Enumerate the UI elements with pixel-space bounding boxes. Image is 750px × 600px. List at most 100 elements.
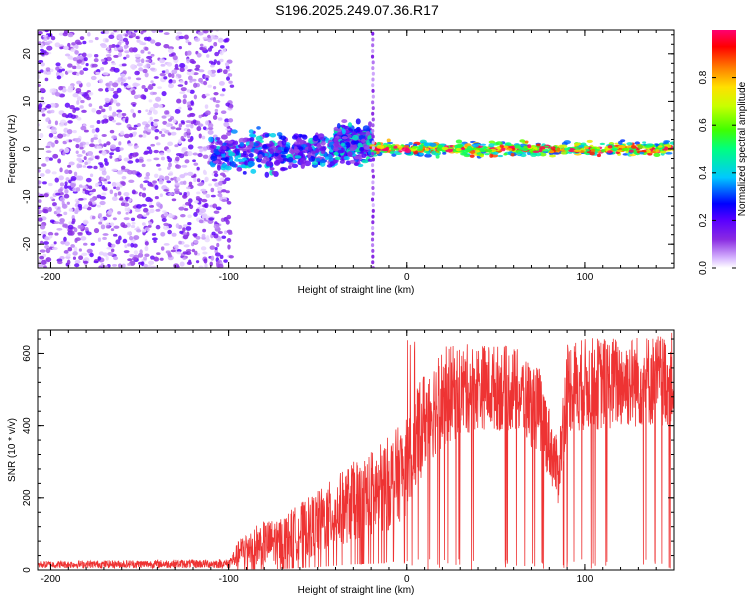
heatmap-cell [127,231,131,235]
heatmap-cell [168,72,172,78]
heatmap-cell [363,145,371,150]
heatmap-cell [412,143,418,147]
heatmap-cell [166,180,172,184]
heatmap-cell [75,187,81,192]
heatmap-cell [455,147,462,152]
heatmap-cell [144,245,149,252]
heatmap-cell [362,125,370,132]
heatmap-cell [106,46,110,51]
heatmap-cell [194,67,200,71]
heatmap-cell [95,71,101,75]
heatmap-cell [264,133,270,138]
heatmap-cell [202,228,207,233]
heatmap-cell [81,109,87,113]
heatmap-cell [69,182,76,188]
heatmap-cell [179,67,185,73]
heatmap-cell [371,203,375,208]
heatmap-cell [65,133,70,137]
heatmap-cell [59,182,65,187]
heatmap-cell [473,147,481,151]
heatmap-cell [39,224,46,230]
snr-ticks: -200 -100 0 100 0 200 400 600 [22,330,675,585]
heatmap-cell [655,149,660,153]
heatmap-cell [217,230,223,234]
heatmap-cell [138,261,144,265]
heatmap-cell [215,104,220,108]
heatmap-cell [158,176,163,181]
heatmap-cell [76,100,80,105]
heatmap-cell [283,148,288,153]
heatmap-cell [130,170,138,175]
heatmap-cell [54,139,59,144]
heatmap-cell [505,148,513,151]
heatmap-cell [137,122,141,127]
heatmap-cell [150,121,154,127]
heatmap-cell [181,147,188,151]
heatmap-cell [72,190,78,194]
heatmap-cell [242,151,247,156]
heatmap-cell [200,47,207,51]
heatmap-cell [228,118,234,123]
heatmap-cell [112,99,118,104]
heatmap-cell [315,148,320,154]
heatmap-cell [92,137,99,140]
heatmap-cell [319,147,326,151]
heatmap-cell [186,50,192,56]
heatmap-cell [81,52,87,58]
heatmap-region-3 [368,138,674,159]
heatmap-cell [83,156,87,161]
heatmap-cell [539,152,547,157]
heatmap-cell [615,151,620,155]
heatmap-cell [153,121,158,127]
heatmap-cell [154,136,159,140]
heatmap-cell [361,159,369,164]
heatmap-cell [456,143,463,148]
heatmap-cell [101,108,106,113]
heatmap-cell [120,78,126,83]
heatmap-cell [239,142,245,147]
heatmap-cell [41,113,46,117]
heatmap-cell [152,91,157,95]
heatmap-cell [119,184,123,188]
heatmap-cell [573,149,582,153]
heatmap-cell [196,178,201,183]
heatmap-cell [291,163,299,168]
heatmap-cell [621,148,629,152]
heatmap-cell [97,237,102,242]
heatmap-cell [269,132,277,138]
heatmap-cell [102,233,109,236]
heatmap-cell [85,141,90,146]
heatmap-cell [155,224,161,230]
heatmap-cell [223,38,228,43]
heatmap-cell [216,186,223,192]
spectrogram-y-tick-label: 0 [22,146,33,152]
heatmap-cell [40,96,44,100]
heatmap-cell [277,146,285,151]
heatmap-cell [466,145,473,150]
heatmap-cell [64,169,70,175]
heatmap-cell [109,129,115,134]
heatmap-cell [193,239,199,244]
heatmap-cell [120,130,125,136]
heatmap-cell [248,152,254,158]
heatmap-cell [143,151,149,155]
heatmap-cell [51,171,57,175]
heatmap-cell [129,133,134,138]
heatmap-cell [57,188,63,193]
heatmap-cell [127,143,133,147]
heatmap-cell [100,224,106,230]
heatmap-cell [39,87,46,92]
heatmap-cell [72,93,79,98]
heatmap-cell [163,188,169,192]
heatmap-cell [258,154,263,160]
heatmap-cell [371,226,375,231]
heatmap-cell [207,47,213,52]
heatmap-cell [38,199,42,203]
heatmap-cell [175,223,180,229]
heatmap-cell [141,229,147,233]
heatmap-cell [250,168,257,174]
heatmap-cell [183,34,189,40]
heatmap-cell [128,126,133,131]
heatmap-cell [158,30,164,33]
heatmap-cell [345,129,350,134]
